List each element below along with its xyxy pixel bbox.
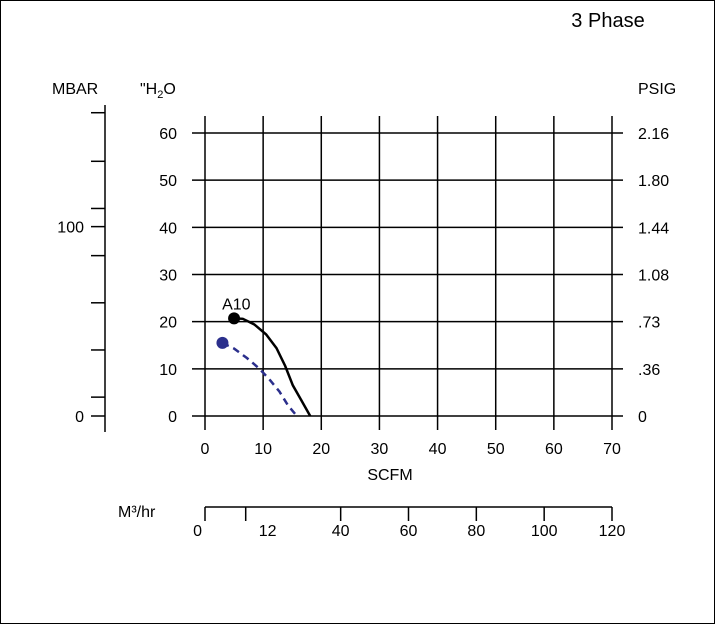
x-tick-label: 10: [254, 441, 272, 458]
y-tick-label: 60: [159, 126, 177, 143]
series-line: [234, 317, 312, 417]
mbar-axis-label: MBAR: [52, 81, 98, 98]
series-start-marker: [216, 336, 229, 349]
m3hr-axis: 0 12 40 60 80 100 120: [193, 506, 626, 540]
x-tick-label: 50: [487, 441, 505, 458]
m3hr-tick-label: 40: [332, 523, 350, 540]
x-tick-label: 0: [201, 441, 210, 458]
series-group: A10: [216, 296, 312, 417]
x-tick-label: 60: [545, 441, 563, 458]
psig-tick-label: 0: [638, 409, 647, 426]
x-axis-label: SCFM: [367, 467, 412, 484]
m3hr-tick-label: 0: [193, 523, 202, 540]
psig-tick-label: 1.80: [638, 173, 669, 190]
x-tick-label: 20: [312, 441, 330, 458]
m3hr-tick-label: 60: [400, 523, 418, 540]
psig-axis: 2.16 1.80 1.44 1.08 .73 .36 0: [638, 126, 669, 426]
psig-tick-label: .36: [638, 362, 660, 379]
mbar-tick-label: 0: [75, 409, 84, 426]
series-start-marker: [228, 312, 241, 325]
mbar-tick-label: 100: [57, 220, 84, 237]
m3hr-tick-label: 12: [259, 523, 277, 540]
x-tick-label: 70: [603, 441, 621, 458]
series-label: A10: [222, 296, 251, 313]
y-tick-label: 40: [159, 220, 177, 237]
m3hr-tick-label: 80: [467, 523, 485, 540]
series-line: [221, 341, 298, 417]
y-tick-label: 50: [159, 173, 177, 190]
psig-axis-label: PSIG: [638, 81, 676, 98]
y-tick-label: 30: [159, 268, 177, 285]
chart-title: 3 Phase: [571, 10, 644, 32]
psig-tick-label: 2.16: [638, 126, 669, 143]
psig-tick-label: 1.44: [638, 220, 669, 237]
h2o-axis-label: "H2O: [140, 81, 176, 101]
y-tick-label: 0: [168, 409, 177, 426]
m3hr-tick-label: 100: [531, 523, 558, 540]
mbar-axis: 100 0: [57, 105, 106, 432]
y-tick-label: 10: [159, 362, 177, 379]
psig-tick-label: .73: [638, 315, 660, 332]
x-tick-label: 40: [429, 441, 447, 458]
y-tick-label: 20: [159, 315, 177, 332]
m3hr-tick-label: 120: [599, 523, 626, 540]
m3hr-axis-label: M³/hr: [118, 504, 156, 521]
grid: 0 10 20 30 40 50 60 0 10 20 30 40 50 60 70: [159, 116, 623, 458]
psig-tick-label: 1.08: [638, 268, 669, 285]
x-tick-label: 30: [371, 441, 389, 458]
